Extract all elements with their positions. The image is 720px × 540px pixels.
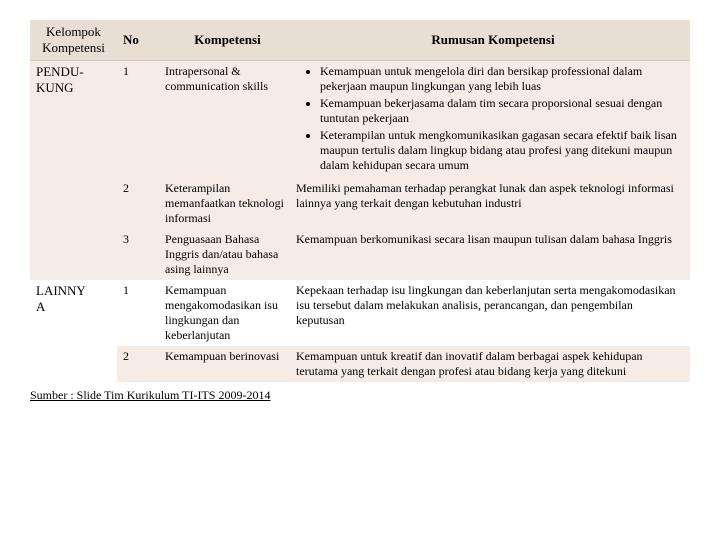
cell-no: 2 bbox=[117, 178, 159, 229]
bullet-item: Keterampilan untuk mengkomunikasikan gag… bbox=[320, 128, 684, 173]
bullet-list: Kemampuan untuk mengelola diri dan bersi… bbox=[302, 64, 684, 173]
header-no: No bbox=[117, 20, 159, 61]
table-row: 3 Penguasaan Bahasa Inggris dan/atau bah… bbox=[30, 229, 690, 280]
cell-rumusan: Memiliki pemahaman terhadap perangkat lu… bbox=[296, 178, 690, 229]
table-row: 2 Keterampilan memanfaatkan teknologi in… bbox=[30, 178, 690, 229]
group-name-line1: LAINNY bbox=[36, 283, 86, 298]
kompetensi-table: Kelompok Kompetensi No Kompetensi Rumusa… bbox=[30, 20, 690, 382]
group-label-lainnya: LAINNY A bbox=[30, 280, 117, 382]
group-name-line2: KUNG bbox=[36, 80, 74, 95]
group-label-pendukung: PENDU- KUNG bbox=[30, 61, 117, 281]
cell-no: 3 bbox=[117, 229, 159, 280]
table-row: LAINNY A 1 Kemampuan mengakomodasikan is… bbox=[30, 280, 690, 346]
bullet-item: Kemampuan bekerjasama dalam tim secara p… bbox=[320, 96, 684, 126]
header-rumusan: Rumusan Kompetensi bbox=[296, 20, 690, 61]
group-name-line2: A bbox=[36, 299, 45, 314]
cell-no: 1 bbox=[117, 280, 159, 346]
cell-rumusan: Kemampuan berkomunikasi secara lisan mau… bbox=[296, 229, 690, 280]
table-row: 2 Kemampuan berinovasi Kemampuan untuk k… bbox=[30, 346, 690, 382]
bullet-item: Kemampuan untuk mengelola diri dan bersi… bbox=[320, 64, 684, 94]
cell-kompetensi: Penguasaan Bahasa Inggris dan/atau bahas… bbox=[159, 229, 296, 280]
table-row: PENDU- KUNG 1 Intrapersonal & communicat… bbox=[30, 61, 690, 179]
cell-kompetensi: Intrapersonal & communication skills bbox=[159, 61, 296, 179]
cell-rumusan: Kemampuan untuk mengelola diri dan bersi… bbox=[296, 61, 690, 179]
header-kompetensi: Kompetensi bbox=[159, 20, 296, 61]
group-name-line1: PENDU- bbox=[36, 64, 84, 79]
header-kelompok: Kelompok Kompetensi bbox=[30, 20, 117, 61]
cell-kompetensi: Kemampuan mengakomodasikan isu lingkunga… bbox=[159, 280, 296, 346]
cell-no: 1 bbox=[117, 61, 159, 179]
cell-kompetensi: Keterampilan memanfaatkan teknologi info… bbox=[159, 178, 296, 229]
cell-rumusan: Kepekaan terhadap isu lingkungan dan keb… bbox=[296, 280, 690, 346]
cell-kompetensi: Kemampuan berinovasi bbox=[159, 346, 296, 382]
source-citation: Sumber : Slide Tim Kurikulum TI-ITS 2009… bbox=[30, 388, 690, 403]
cell-rumusan: Kemampuan untuk kreatif dan inovatif dal… bbox=[296, 346, 690, 382]
cell-no: 2 bbox=[117, 346, 159, 382]
